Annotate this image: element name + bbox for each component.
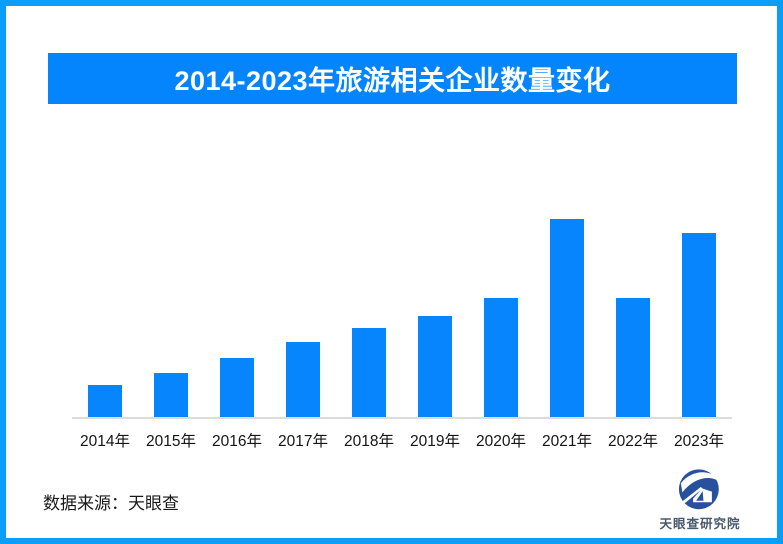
data-source-note: 数据来源：天眼查 xyxy=(43,494,179,513)
x-axis-label: 2015年 xyxy=(146,433,196,450)
bar-column xyxy=(600,219,666,417)
bar-column xyxy=(468,219,534,417)
x-axis-label: 2018年 xyxy=(344,433,394,450)
bar-2020年 xyxy=(484,298,518,417)
x-axis-label: 2014年 xyxy=(80,433,130,450)
tianyancha-logo-icon xyxy=(678,469,721,510)
bar-column xyxy=(270,219,336,417)
bar-column xyxy=(72,219,138,417)
bar-column xyxy=(204,219,270,417)
x-axis-label: 2019年 xyxy=(410,433,460,450)
bar-column xyxy=(336,219,402,417)
bar-column xyxy=(666,219,732,417)
bar-chart: 2014年 2015年 2016年 2017年 2018年 2019年 2020年 2021年… xyxy=(72,219,732,451)
x-axis-label: 2016年 xyxy=(212,433,262,450)
bar-column xyxy=(534,219,600,417)
x-axis-label: 2021年 xyxy=(542,433,592,450)
logo-block: 天眼查研究院 xyxy=(654,466,746,532)
bar-group xyxy=(72,219,732,417)
bar-2016年 xyxy=(220,358,254,417)
bar-2014年 xyxy=(88,385,122,417)
bar-2022年 xyxy=(616,298,650,417)
bar-2023年 xyxy=(682,233,716,417)
logo-label: 天眼查研究院 xyxy=(659,517,741,531)
x-axis-label: 2022年 xyxy=(608,433,658,450)
bar-2021年 xyxy=(550,219,584,417)
title-banner: 2014-2023年旅游相关企业数量变化 xyxy=(48,53,737,104)
bar-column xyxy=(402,219,468,417)
bar-column xyxy=(138,219,204,417)
x-axis-line xyxy=(72,417,732,419)
x-axis-labels: 2014年 2015年 2016年 2017年 2018年 2019年 2020年 2021年… xyxy=(72,429,732,451)
x-axis-label: 2020年 xyxy=(476,433,526,450)
bar-2018年 xyxy=(352,328,386,417)
x-axis-label: 2023年 xyxy=(674,433,724,450)
page-title: 2014-2023年旅游相关企业数量变化 xyxy=(174,66,611,96)
x-axis-label: 2017年 xyxy=(278,433,328,450)
bar-2015年 xyxy=(154,373,188,417)
bar-2019年 xyxy=(418,316,452,417)
bar-2017年 xyxy=(286,342,320,417)
